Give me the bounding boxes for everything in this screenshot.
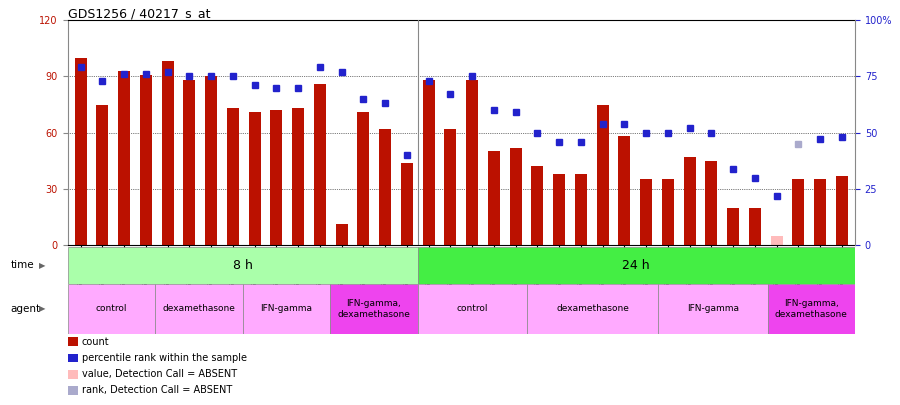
Bar	[531, 166, 544, 245]
Text: agent: agent	[11, 304, 40, 313]
Bar	[96, 104, 108, 245]
Bar	[162, 62, 174, 245]
Bar	[597, 104, 608, 245]
Text: control: control	[456, 304, 488, 313]
Bar	[227, 108, 239, 245]
Bar	[793, 179, 805, 245]
Bar	[526, 284, 658, 334]
Text: GDS1256 / 40217_s_at: GDS1256 / 40217_s_at	[68, 7, 210, 20]
Bar	[205, 77, 217, 245]
Bar	[727, 207, 739, 245]
Bar	[445, 129, 456, 245]
Bar	[336, 224, 347, 245]
Bar	[814, 179, 826, 245]
Bar	[488, 151, 500, 245]
Bar	[640, 179, 652, 245]
Bar	[292, 108, 304, 245]
Bar	[270, 110, 283, 245]
Text: ▶: ▶	[39, 304, 45, 313]
Bar	[184, 80, 195, 245]
Bar	[706, 161, 717, 245]
Text: control: control	[95, 304, 127, 313]
Bar	[314, 84, 326, 245]
Text: dexamethasone: dexamethasone	[162, 304, 235, 313]
Bar	[357, 112, 369, 245]
Text: dexamethasone: dexamethasone	[556, 304, 629, 313]
Bar	[466, 80, 478, 245]
Bar	[155, 284, 242, 334]
Bar	[400, 163, 413, 245]
Text: percentile rank within the sample: percentile rank within the sample	[82, 353, 247, 363]
Text: 8 h: 8 h	[232, 259, 252, 272]
Bar	[770, 236, 783, 245]
Text: IFN-gamma,
dexamethasone: IFN-gamma, dexamethasone	[775, 299, 848, 318]
Bar	[658, 284, 768, 334]
Bar	[330, 284, 418, 334]
Bar	[68, 247, 418, 284]
Text: time: time	[11, 260, 34, 270]
Text: rank, Detection Call = ABSENT: rank, Detection Call = ABSENT	[82, 386, 232, 395]
Bar	[68, 284, 155, 334]
Bar	[118, 71, 130, 245]
Bar	[509, 148, 522, 245]
Text: 24 h: 24 h	[623, 259, 650, 272]
Bar	[684, 157, 696, 245]
Text: IFN-gamma,
dexamethasone: IFN-gamma, dexamethasone	[338, 299, 410, 318]
Bar	[836, 176, 848, 245]
Bar	[242, 284, 330, 334]
Text: IFN-gamma: IFN-gamma	[687, 304, 739, 313]
Bar	[423, 80, 435, 245]
Bar	[75, 58, 86, 245]
Text: value, Detection Call = ABSENT: value, Detection Call = ABSENT	[82, 369, 237, 379]
Bar	[749, 207, 760, 245]
Bar	[618, 136, 630, 245]
Text: ▶: ▶	[39, 261, 45, 270]
Bar	[575, 174, 587, 245]
Bar	[554, 174, 565, 245]
Bar	[418, 247, 855, 284]
Bar	[140, 75, 152, 245]
Bar	[418, 284, 526, 334]
Text: IFN-gamma: IFN-gamma	[260, 304, 312, 313]
Text: count: count	[82, 337, 110, 347]
Bar	[768, 284, 855, 334]
Bar	[379, 129, 392, 245]
Bar	[248, 112, 261, 245]
Bar	[662, 179, 674, 245]
